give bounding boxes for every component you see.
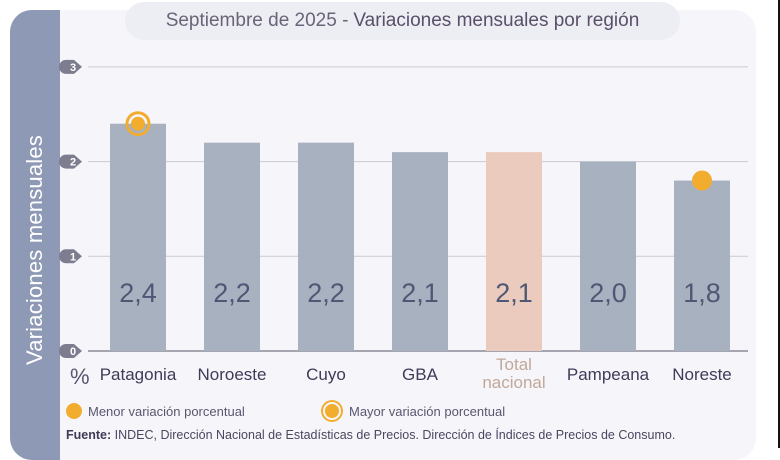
- bar-noreste: [674, 180, 730, 351]
- chart-title-main: Variaciones mensuales por región: [353, 10, 640, 31]
- x-tick-label: Total: [496, 355, 532, 374]
- min-marker-dot: [692, 170, 712, 191]
- data-label: 2,2: [307, 278, 345, 308]
- data-label: 2,1: [495, 278, 533, 308]
- source-text: INDEC, Dirección Nacional de Estadística…: [114, 428, 676, 442]
- data-label: 2,0: [589, 278, 627, 308]
- bar-noroeste: [204, 142, 260, 351]
- source-note: Fuente: INDEC, Dirección Nacional de Est…: [66, 428, 675, 442]
- y-tick-label: 0: [70, 346, 76, 358]
- y-tick-badge: [59, 154, 82, 169]
- source-label: Fuente:: [66, 428, 112, 442]
- data-label: 2,2: [213, 278, 251, 308]
- data-label: 1,8: [683, 278, 721, 308]
- chart-title-prefix: Septiembre de 2025 -: [165, 10, 349, 31]
- frame-edge: [778, 0, 780, 448]
- bar-gba: [392, 152, 448, 351]
- y-tick-badge: [59, 59, 82, 74]
- unit-label: %: [70, 364, 90, 389]
- x-tick-label: nacional: [482, 373, 545, 392]
- legend-item-max: Mayor variación porcentual: [323, 402, 505, 420]
- x-tick-label: Cuyo: [306, 365, 346, 384]
- x-tick-label: Pampeana: [567, 365, 650, 384]
- x-tick-label: GBA: [402, 365, 439, 384]
- bar-patagonia: [110, 123, 166, 351]
- legend-item-min: Menor variación porcentual: [66, 402, 245, 420]
- y-tick-label: 1: [70, 251, 76, 263]
- filled-dot-icon: [66, 403, 82, 419]
- bar-total-nacional: [486, 152, 542, 351]
- legend-label-max: Mayor variación porcentual: [349, 403, 506, 419]
- bar-cuyo: [298, 142, 354, 351]
- y-tick-badge: [59, 249, 82, 264]
- x-tick-label: Noroeste: [198, 365, 267, 384]
- y-tick-label: 3: [70, 62, 76, 74]
- x-tick-label: Patagonia: [100, 365, 177, 384]
- max-marker-ring: [125, 111, 151, 137]
- chart-title: Septiembre de 2025 - Variaciones mensual…: [125, 2, 680, 40]
- ringed-dot-icon: [323, 402, 341, 420]
- y-tick-badge: [59, 344, 82, 358]
- data-label: 2,1: [401, 278, 439, 308]
- bar-chart: 0 1 2 3% 2,4 Patagonia 2,2 Noroeste 2,2 Cuyo 2,1 GB…: [59, 59, 748, 392]
- legend-label-min: Menor variación porcentual: [88, 403, 245, 419]
- x-tick-label: Noreste: [672, 365, 732, 384]
- max-marker-dot: [131, 116, 145, 131]
- side-panel: [10, 10, 60, 460]
- data-label: 2,4: [119, 278, 157, 308]
- y-tick-label: 2: [70, 157, 76, 169]
- bar-pampeana: [580, 161, 636, 351]
